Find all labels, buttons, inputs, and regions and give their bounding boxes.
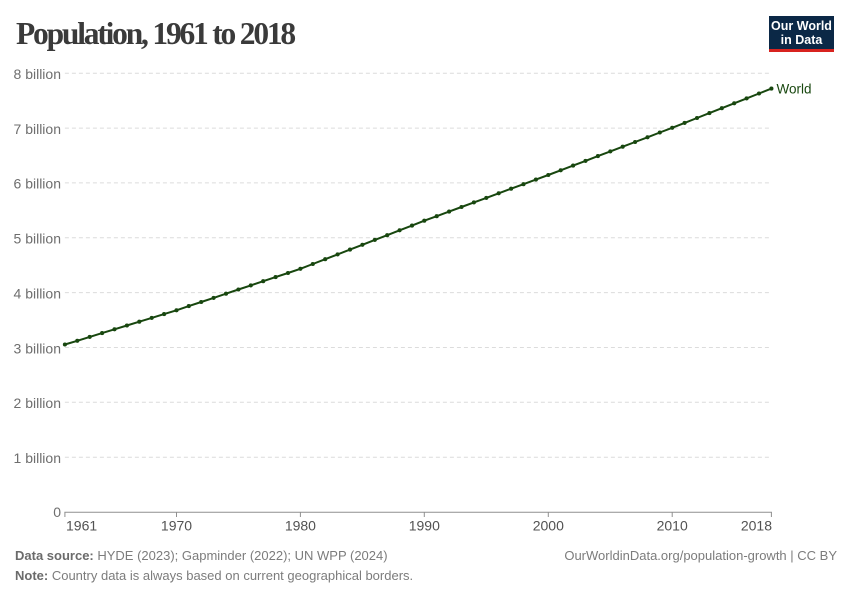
svg-text:7 billion: 7 billion	[14, 121, 61, 137]
svg-text:2018: 2018	[741, 518, 772, 534]
svg-text:1961: 1961	[66, 518, 97, 534]
svg-text:1980: 1980	[285, 518, 316, 534]
svg-text:8 billion: 8 billion	[14, 66, 61, 82]
svg-text:2010: 2010	[657, 518, 688, 534]
svg-text:1990: 1990	[409, 518, 440, 534]
svg-text:6 billion: 6 billion	[14, 176, 61, 192]
svg-text:1 billion: 1 billion	[14, 450, 61, 466]
svg-text:5 billion: 5 billion	[14, 231, 61, 247]
svg-text:0: 0	[53, 504, 61, 520]
svg-text:2 billion: 2 billion	[14, 395, 61, 411]
svg-text:2000: 2000	[533, 518, 564, 534]
svg-text:1970: 1970	[161, 518, 192, 534]
svg-text:4 billion: 4 billion	[14, 285, 61, 301]
svg-text:World: World	[777, 82, 812, 97]
svg-text:3 billion: 3 billion	[14, 340, 61, 356]
